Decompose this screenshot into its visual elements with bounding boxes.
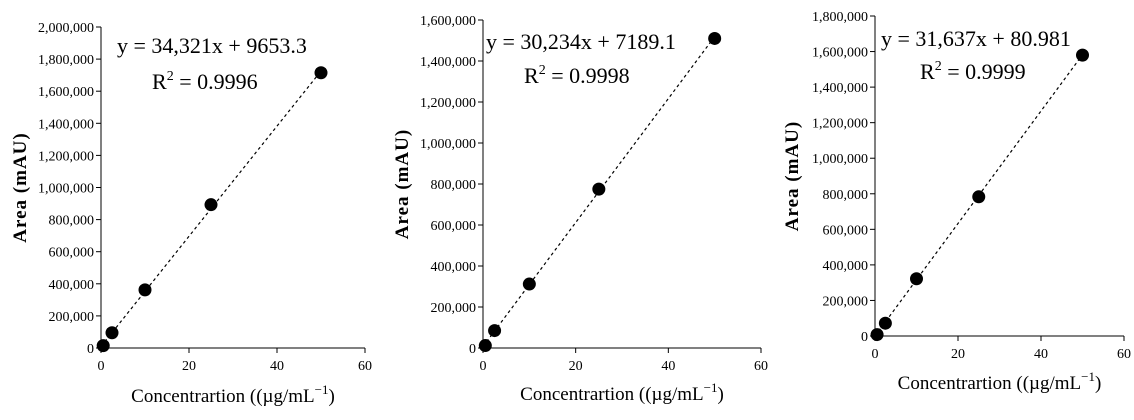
x-axis-title-superscript: −1: [704, 380, 718, 395]
y-tick-label: 1,200,000: [812, 117, 868, 132]
x-tick-label: 0: [480, 359, 487, 374]
y-tick-label: 0: [87, 342, 94, 357]
y-tick-label: 0: [861, 330, 868, 345]
x-axis-title-main: Concentrartion ((µg/mL: [520, 384, 703, 405]
r-squared-symbol: R: [524, 63, 539, 88]
y-tick-label: 2,000,000: [38, 21, 94, 36]
x-axis-title: Concentrartion ((µg/mL−1): [520, 380, 724, 405]
y-tick-label: 1,600,000: [812, 46, 868, 61]
r-squared-label: R2 = 0.9999: [920, 59, 1026, 84]
x-tick-label: 60: [358, 359, 372, 374]
y-tick-label: 1,600,000: [38, 85, 94, 100]
r-squared-symbol: R: [920, 59, 935, 84]
y-tick-label: 1,400,000: [812, 81, 868, 96]
trendline-equation: y = 31,637x + 80.981: [881, 26, 1071, 51]
data-point: [592, 182, 606, 196]
r-squared-label: R2 = 0.9998: [524, 63, 630, 88]
data-point: [972, 190, 986, 204]
y-axis-title: Area (mAU): [782, 121, 803, 231]
y-tick-label: 400,000: [431, 260, 477, 275]
data-point: [910, 272, 923, 286]
y-tick-label: 200,000: [431, 301, 477, 316]
x-axis-title-superscript: −1: [1081, 369, 1095, 384]
y-tick-label: 1,000,000: [420, 137, 476, 152]
r-squared-superscript: 2: [935, 59, 942, 74]
data-point: [478, 339, 492, 353]
data-point: [105, 326, 119, 340]
y-tick-label: 1,400,000: [38, 117, 94, 132]
y-tick-label: 1,000,000: [38, 182, 94, 197]
chart-panel-3: 0 200,000 400,000 600,000 800,000 1,000,000 1,…: [782, 10, 1131, 394]
y-axis-title: Area (mAU): [392, 129, 413, 239]
r-squared-superscript: 2: [167, 69, 174, 84]
y-tick-label: 200,000: [49, 310, 95, 325]
x-tick-label: 20: [569, 359, 583, 374]
data-point: [522, 277, 536, 291]
data-point: [488, 324, 502, 338]
y-axis-title: Area (mAU): [10, 132, 31, 242]
y-tick-label: 800,000: [823, 188, 869, 203]
y-tick-label: 800,000: [431, 178, 477, 193]
x-tick-label: 40: [270, 359, 284, 374]
r-squared-value: = 0.9998: [546, 63, 630, 88]
trendline-equation: y = 30,234x + 7189.1: [486, 29, 676, 54]
r-squared-superscript: 2: [539, 63, 546, 78]
r-squared-symbol: R: [152, 69, 167, 94]
x-tick-label: 60: [754, 359, 768, 374]
x-tick-label: 0: [98, 359, 105, 374]
y-tick-label: 1,200,000: [420, 96, 476, 111]
x-tick-label: 60: [1117, 347, 1131, 362]
data-point: [708, 31, 722, 45]
y-tick-label: 800,000: [49, 214, 95, 229]
y-tick-label: 0: [469, 342, 476, 357]
y-tick-label: 1,800,000: [812, 10, 868, 25]
y-tick-label: 1,200,000: [38, 149, 94, 164]
y-tick-label: 600,000: [431, 219, 477, 234]
x-axis-title-close: ): [329, 386, 335, 407]
y-tick-label: 600,000: [823, 223, 869, 238]
x-axis-title-superscript: −1: [315, 382, 329, 397]
x-tick-label: 40: [1034, 347, 1048, 362]
data-point: [1076, 48, 1089, 62]
x-tick-label: 20: [182, 359, 196, 374]
x-axis-title-main: Concentrartion ((µg/mL: [898, 373, 1081, 394]
y-tick-label: 1,800,000: [38, 53, 94, 68]
x-axis-title-close: ): [1095, 373, 1101, 394]
y-tick-label: 400,000: [823, 259, 869, 274]
r-squared-label: R2 = 0.9996: [152, 69, 258, 94]
r-squared-value: = 0.9996: [174, 69, 258, 94]
r-squared-value: = 0.9999: [942, 59, 1026, 84]
x-axis-title: Concentrartion ((µg/mL−1): [131, 382, 335, 407]
chart-panel-1: 0 200,000 400,000 600,000 800,000 1,000,000 1,…: [10, 21, 372, 407]
data-point: [204, 198, 218, 212]
data-point: [878, 316, 892, 330]
y-tick-label: 1,000,000: [812, 152, 868, 167]
x-tick-label: 20: [951, 347, 965, 362]
y-tick-label: 1,600,000: [420, 14, 476, 29]
x-axis-title-main: Concentrartion ((µg/mL: [131, 386, 314, 407]
y-tick-label: 400,000: [49, 278, 95, 293]
y-tick-label: 200,000: [823, 294, 869, 309]
y-tick-label: 600,000: [49, 246, 95, 261]
data-point: [96, 339, 110, 353]
chart-panel-2: 0 200,000 400,000 600,000 800,000 1,000,000 1,…: [392, 14, 768, 405]
data-point: [314, 66, 328, 80]
y-tick-label: 1,400,000: [420, 55, 476, 70]
x-tick-label: 40: [661, 359, 675, 374]
x-tick-label: 0: [872, 347, 879, 362]
x-axis-title-close: ): [718, 384, 724, 405]
trendline-equation: y = 34,321x + 9653.3: [117, 33, 307, 58]
data-point: [138, 283, 152, 297]
data-point: [870, 328, 884, 342]
x-axis-title: Concentrartion ((µg/mL−1): [898, 369, 1102, 394]
